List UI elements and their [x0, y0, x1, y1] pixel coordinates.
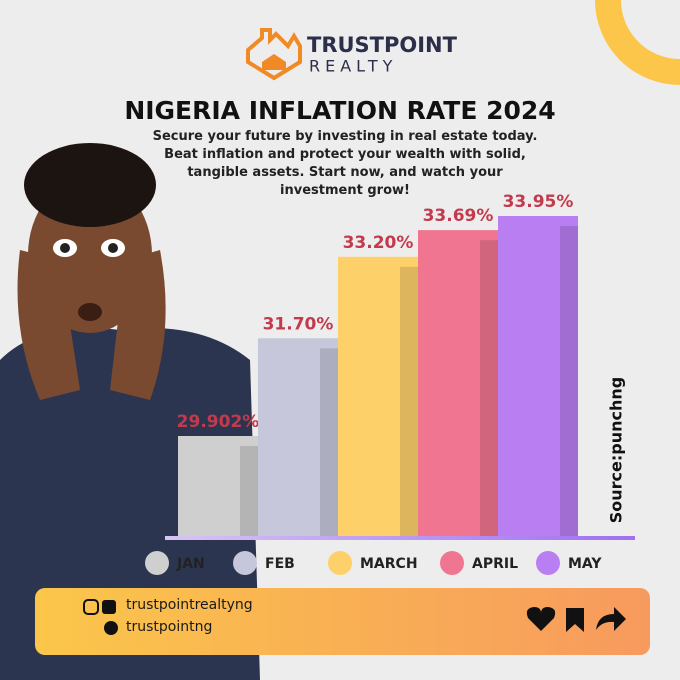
logo [246, 28, 302, 81]
footer-bar [35, 588, 650, 655]
like-button[interactable] [526, 607, 556, 631]
value-label: 31.70% [263, 314, 334, 334]
facebook-icon [102, 600, 116, 614]
value-label: 29.902% [177, 412, 260, 432]
bar-side [400, 266, 418, 536]
legend-label: JAN [176, 556, 205, 572]
bar [418, 230, 498, 536]
subtitle: Secure your future by investing in real … [152, 129, 538, 198]
legend-label: MARCH [360, 556, 418, 572]
bar-side [240, 446, 258, 536]
social-handle: trustpointrealtyng [126, 597, 253, 613]
bar [338, 256, 418, 536]
chart-title: NIGERIA INFLATION RATE 2024 [124, 96, 555, 125]
x-icon [104, 621, 118, 635]
legend-swatch [328, 551, 352, 575]
instagram-icon [83, 599, 99, 615]
bar [178, 436, 258, 536]
baseline [165, 536, 635, 540]
legend-swatch [440, 551, 464, 575]
bar [498, 216, 578, 536]
social-handle: trustpointng [126, 619, 213, 635]
legend-swatch [536, 551, 560, 575]
value-label: 33.95% [503, 192, 574, 212]
value-label: 33.20% [343, 233, 414, 253]
bar [258, 338, 338, 536]
bar-side [320, 348, 338, 536]
bar-side [560, 226, 578, 536]
value-label: 33.69% [423, 206, 494, 226]
legend-label: MAY [568, 556, 602, 572]
brand-tagline: REALTY [309, 57, 397, 76]
share-button[interactable] [596, 607, 626, 631]
legend-label: APRIL [472, 556, 518, 572]
source-note: Source:punchng [607, 377, 626, 523]
legend-swatch [233, 551, 257, 575]
legend-label: FEB [265, 556, 295, 572]
bar-side [480, 240, 498, 536]
save-button[interactable] [566, 608, 584, 632]
decor-ring [595, 0, 680, 85]
brand-name: TRUSTPOINT [307, 33, 458, 57]
legend-swatch [145, 551, 169, 575]
